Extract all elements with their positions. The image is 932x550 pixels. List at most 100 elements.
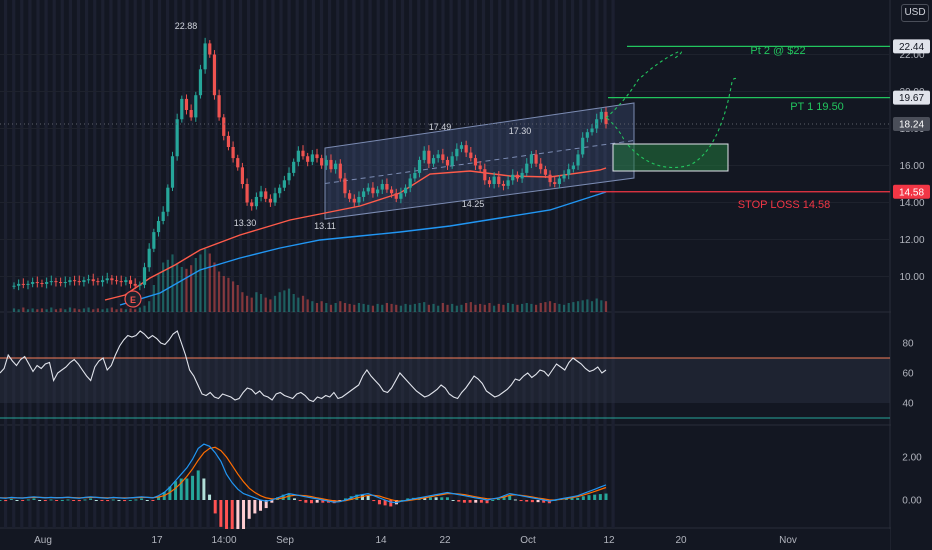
macd-histogram-bar xyxy=(140,498,144,500)
macd-histogram-bar xyxy=(123,500,127,502)
candle-body xyxy=(100,280,105,283)
session-stripe xyxy=(109,0,113,528)
price-callout: 14.25 xyxy=(462,199,485,209)
volume-bar xyxy=(171,254,174,312)
volume-bar xyxy=(166,259,169,312)
session-stripe xyxy=(182,0,186,528)
volume-bar xyxy=(255,292,258,312)
candle-body xyxy=(324,159,328,166)
volume-bar xyxy=(185,268,188,312)
volume-bar xyxy=(283,290,286,312)
macd-histogram-bar xyxy=(479,500,483,503)
candle-body xyxy=(203,43,207,70)
macd-histogram-bar xyxy=(598,494,602,500)
macd-histogram-bar xyxy=(55,500,59,501)
session-stripe xyxy=(157,0,162,528)
volume-bar xyxy=(534,304,538,312)
currency-selector[interactable]: USD xyxy=(901,4,929,22)
volume-bar xyxy=(190,265,193,312)
candle-body xyxy=(445,159,450,166)
projection-path xyxy=(627,77,739,169)
price-channel xyxy=(324,102,635,220)
volume-bar xyxy=(427,304,430,312)
candle-body xyxy=(222,117,226,136)
candle-body xyxy=(464,145,468,153)
volume-bar xyxy=(390,303,393,312)
macd-histogram-bar xyxy=(26,499,30,501)
moving-averages xyxy=(104,167,607,306)
candle-body xyxy=(487,180,492,184)
macd-histogram-bar xyxy=(264,500,268,509)
volume-bar xyxy=(595,298,598,312)
candle-body xyxy=(436,154,440,159)
session-stripe xyxy=(328,0,332,528)
candle-body xyxy=(259,191,263,197)
volume-bar xyxy=(432,303,435,312)
volume-bar xyxy=(353,304,356,312)
price-labels: 22.88 17.49 17.30 13.30 13.11 14.25 E xyxy=(124,21,531,308)
macd-tick-label: 0.00 xyxy=(902,496,922,507)
candle-body xyxy=(254,196,258,207)
candle-body xyxy=(511,174,515,181)
time-tick-label: 12 xyxy=(603,535,615,546)
candle-body xyxy=(96,281,100,283)
volume-bar xyxy=(320,301,323,312)
volume-bar xyxy=(520,303,524,312)
macd-histogram-bar xyxy=(389,500,393,507)
macd-histogram-bar xyxy=(21,500,25,501)
session-stripe xyxy=(449,0,453,528)
macd-histogram-bar xyxy=(513,499,517,501)
volume-bar xyxy=(12,308,16,312)
price-tick-label: 16.00 xyxy=(899,161,924,172)
volume-bar xyxy=(162,262,165,312)
macd-histogram-bar xyxy=(293,498,297,500)
candle-body xyxy=(72,280,77,282)
session-stripe xyxy=(287,0,291,528)
macd-histogram-bar xyxy=(15,500,19,501)
session-stripe xyxy=(498,0,502,528)
session-stripe xyxy=(52,0,56,528)
session-stripe xyxy=(441,0,445,528)
volume-bar xyxy=(516,304,519,312)
volume-bar xyxy=(558,303,561,312)
session-stripe xyxy=(457,0,461,528)
candle-body xyxy=(357,196,361,203)
macd-histogram-bar xyxy=(168,486,172,500)
candle-body xyxy=(264,191,268,199)
candle-body xyxy=(161,211,165,221)
candle-body xyxy=(455,148,459,157)
candle-body xyxy=(306,156,310,162)
macd-histogram-bar xyxy=(196,470,200,500)
volume-bar xyxy=(362,303,365,312)
volume-bar xyxy=(213,262,216,312)
macd-histogram-bar xyxy=(360,495,364,500)
candle-body xyxy=(12,285,16,287)
macd-histogram-bar xyxy=(9,498,13,500)
candle-body xyxy=(170,156,175,188)
volume-bar xyxy=(26,309,30,312)
volume-bar xyxy=(576,301,580,312)
volume-bar xyxy=(68,307,72,312)
volume-bar xyxy=(511,303,514,312)
price-tag-label: 22.44 xyxy=(899,42,924,53)
volume-bar xyxy=(194,258,197,312)
macd-histogram-bar xyxy=(134,499,138,501)
candle-body xyxy=(114,280,119,282)
session-stripe xyxy=(571,0,575,528)
time-tick-label: Aug xyxy=(34,535,52,546)
volume-bar xyxy=(334,303,337,312)
candle-body xyxy=(54,281,58,283)
session-stripe xyxy=(141,0,145,528)
candle-body xyxy=(287,172,291,181)
volume-bar xyxy=(143,305,146,312)
candle-body xyxy=(348,193,352,199)
volume-bar xyxy=(371,305,375,312)
volume-bar xyxy=(306,299,309,312)
time-tick-label: 22 xyxy=(439,535,451,546)
volume-bar xyxy=(493,305,496,312)
volume-bar xyxy=(502,304,505,312)
volume-bar xyxy=(590,301,594,312)
session-stripe xyxy=(392,0,396,528)
volume-bar xyxy=(446,304,449,312)
candle-body xyxy=(375,189,380,194)
